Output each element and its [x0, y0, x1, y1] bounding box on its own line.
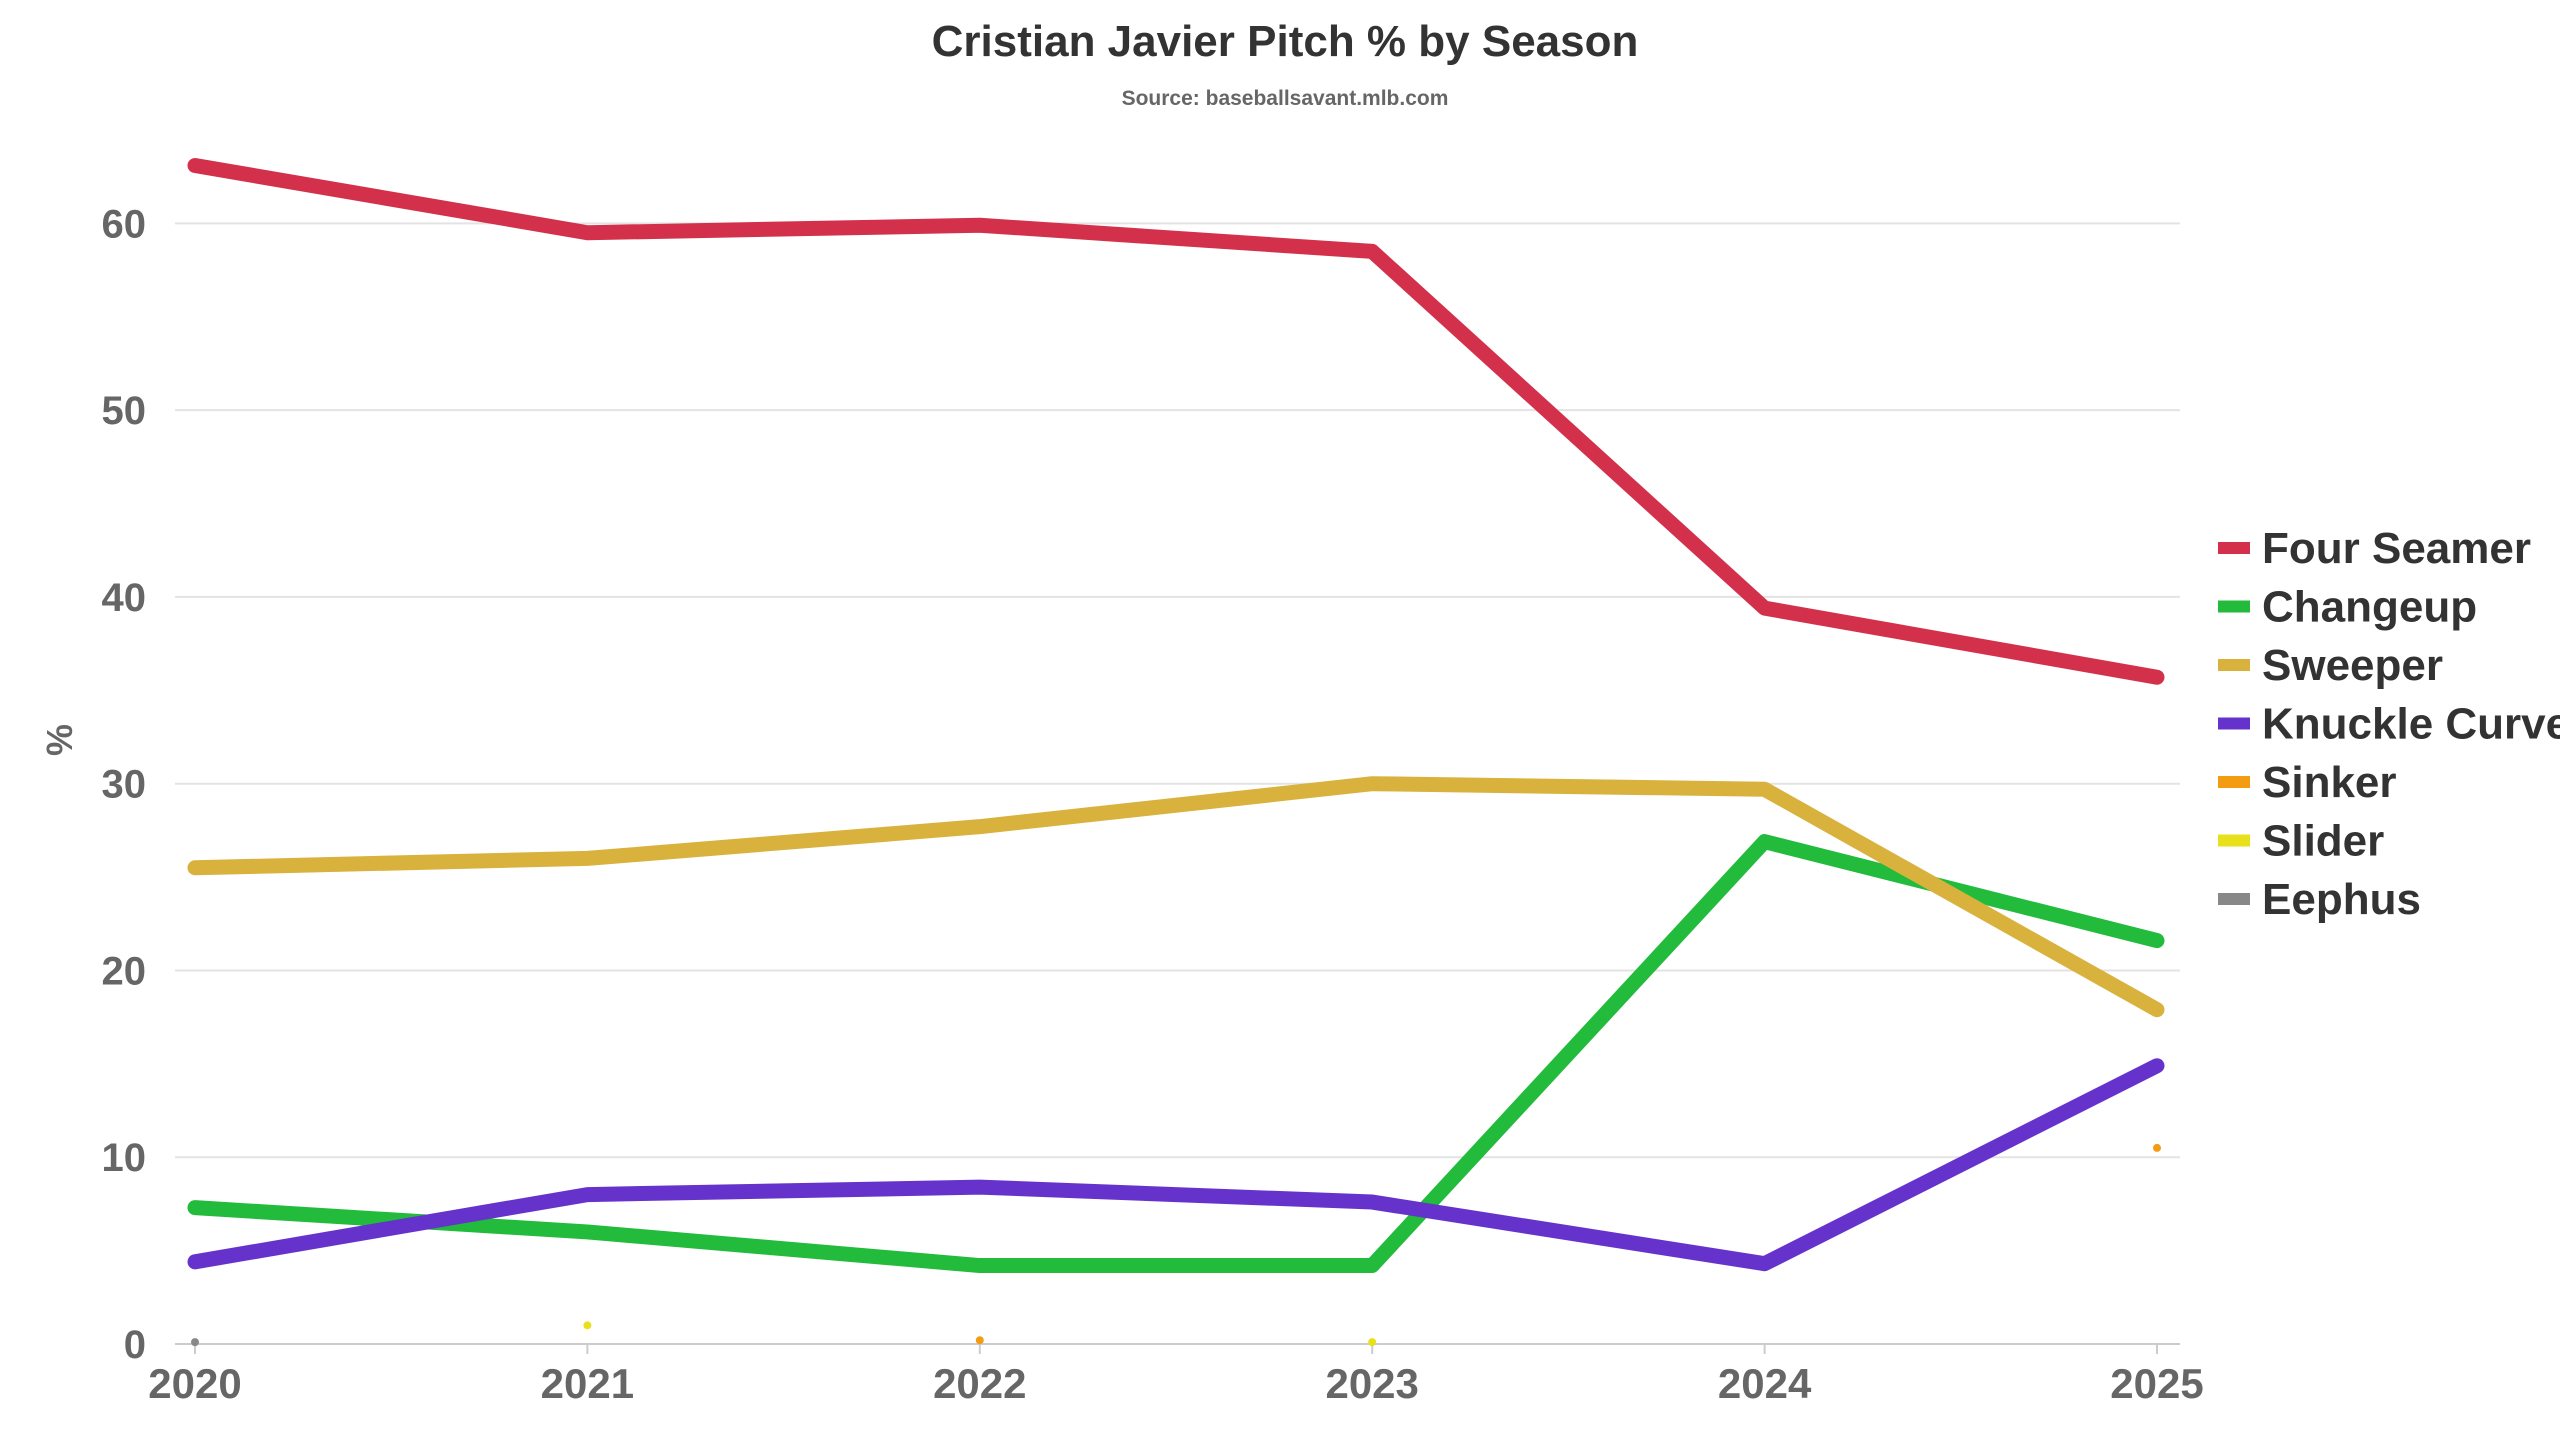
legend-label: Slider	[2262, 817, 2384, 866]
x-tick-label: 2025	[2110, 1360, 2203, 1407]
series-point-sinker	[2153, 1143, 2161, 1152]
legend-label: Sweeper	[2262, 641, 2443, 690]
x-tick-label: 2020	[148, 1360, 241, 1407]
legend-swatch	[2218, 776, 2250, 788]
legend-swatch	[2218, 600, 2250, 613]
chart-title: Cristian Javier Pitch % by Season	[932, 17, 1639, 66]
legend-label: Four Seamer	[2262, 524, 2531, 573]
x-tick-label: 2024	[1718, 1360, 1812, 1407]
chart-subtitle: Source: baseballsavant.mlb.com	[1122, 87, 1449, 110]
legend: Four Seamer Changeup Sweeper Knuckle Curve S…	[2218, 524, 2560, 924]
legend-label: Knuckle Curve	[2262, 700, 2560, 749]
y-tick-label: 30	[102, 763, 147, 807]
legend-swatch	[2218, 542, 2250, 554]
y-tick-label: 50	[102, 389, 147, 433]
series-line-changeup	[187, 834, 2165, 1274]
y-tick-label: 10	[102, 1136, 147, 1180]
legend-swatch	[2218, 659, 2250, 671]
x-axis-ticks: 2020 2021 2022 2023 2024 2025	[148, 1344, 2204, 1407]
series-line-sweeper	[187, 776, 2165, 1018]
y-tick-label: 40	[102, 576, 147, 620]
y-axis-label: %	[39, 724, 80, 756]
legend-label: Sinker	[2262, 758, 2397, 807]
y-tick-label: 0	[124, 1323, 146, 1367]
grid-lines	[175, 222, 2180, 1159]
legend-label: Changeup	[2262, 583, 2477, 632]
y-tick-label: 60	[102, 202, 147, 246]
series-line-four-seamer	[187, 157, 2165, 685]
series-point-slider	[1368, 1338, 1377, 1347]
y-tick-label: 20	[102, 949, 147, 993]
legend-label: Eephus	[2262, 875, 2421, 924]
x-tick-label: 2021	[541, 1360, 634, 1407]
series-line-knuckle-curve	[187, 1058, 2165, 1272]
x-tick-label: 2022	[933, 1360, 1026, 1407]
legend-swatch	[2218, 834, 2250, 847]
legend-swatch	[2218, 893, 2250, 905]
legend-swatch	[2218, 717, 2250, 730]
series-lines	[187, 157, 2165, 1347]
series-point-eephus	[191, 1338, 199, 1347]
x-tick-label: 2023	[1325, 1360, 1418, 1407]
y-axis-ticks: 0 10 20 30 40 50 60	[102, 202, 147, 1367]
series-point-sinker	[975, 1336, 984, 1345]
series-point-slider	[583, 1321, 592, 1330]
